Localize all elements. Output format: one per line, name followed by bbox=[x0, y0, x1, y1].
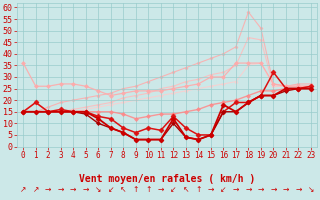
Text: ↑: ↑ bbox=[132, 185, 139, 194]
X-axis label: Vent moyen/en rafales ( km/h ): Vent moyen/en rafales ( km/h ) bbox=[79, 174, 255, 184]
Text: →: → bbox=[208, 185, 214, 194]
Text: →: → bbox=[245, 185, 252, 194]
Text: →: → bbox=[295, 185, 302, 194]
Text: →: → bbox=[45, 185, 52, 194]
Text: →: → bbox=[270, 185, 276, 194]
Text: ↖: ↖ bbox=[120, 185, 126, 194]
Text: ↙: ↙ bbox=[108, 185, 114, 194]
Text: →: → bbox=[158, 185, 164, 194]
Text: ↘: ↘ bbox=[308, 185, 314, 194]
Text: ↗: ↗ bbox=[33, 185, 39, 194]
Text: →: → bbox=[258, 185, 264, 194]
Text: →: → bbox=[283, 185, 289, 194]
Text: ↘: ↘ bbox=[95, 185, 101, 194]
Text: ↑: ↑ bbox=[195, 185, 202, 194]
Text: ↙: ↙ bbox=[170, 185, 177, 194]
Text: →: → bbox=[83, 185, 89, 194]
Text: ↗: ↗ bbox=[20, 185, 26, 194]
Text: ↑: ↑ bbox=[145, 185, 151, 194]
Text: →: → bbox=[233, 185, 239, 194]
Text: →: → bbox=[70, 185, 76, 194]
Text: →: → bbox=[58, 185, 64, 194]
Text: ↙: ↙ bbox=[220, 185, 227, 194]
Text: ↖: ↖ bbox=[183, 185, 189, 194]
